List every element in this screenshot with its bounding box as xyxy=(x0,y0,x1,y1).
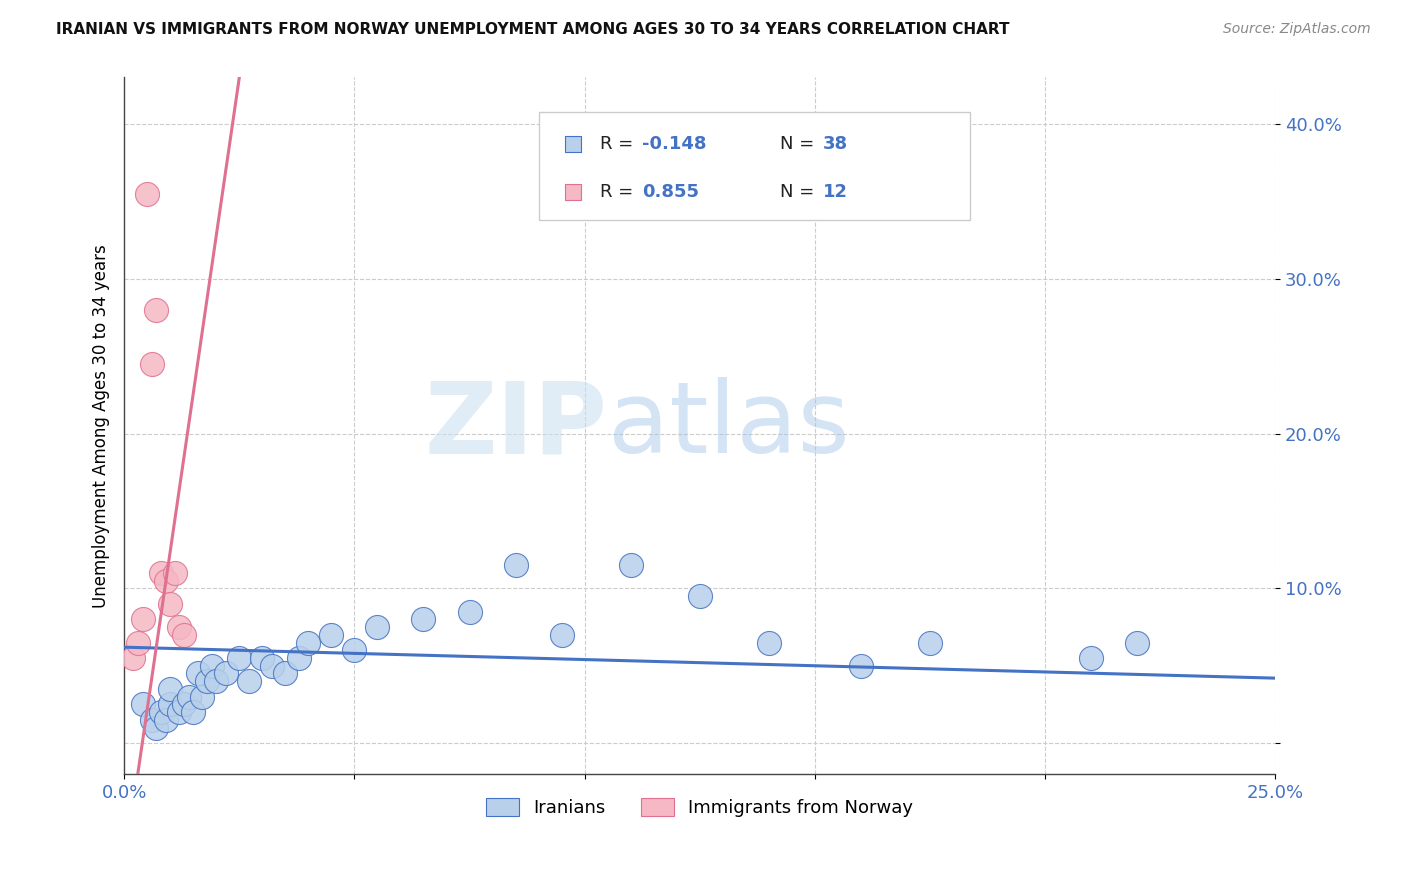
Text: R =: R = xyxy=(599,183,644,201)
Point xyxy=(228,651,250,665)
Point xyxy=(131,612,153,626)
Text: atlas: atlas xyxy=(607,377,849,475)
Point xyxy=(1080,651,1102,665)
Point xyxy=(849,658,872,673)
Point xyxy=(1126,635,1149,649)
Point xyxy=(122,651,145,665)
Point xyxy=(159,681,181,696)
Point xyxy=(195,674,218,689)
Point xyxy=(150,566,173,580)
Legend: Iranians, Immigrants from Norway: Iranians, Immigrants from Norway xyxy=(479,790,921,824)
Point xyxy=(141,357,163,371)
Point xyxy=(205,674,228,689)
FancyBboxPatch shape xyxy=(538,112,970,220)
Point xyxy=(191,690,214,704)
Point xyxy=(758,635,780,649)
Point xyxy=(343,643,366,657)
Point xyxy=(505,558,527,573)
Point xyxy=(145,302,167,317)
Point xyxy=(918,635,941,649)
Point xyxy=(177,690,200,704)
Point xyxy=(163,566,186,580)
Y-axis label: Unemployment Among Ages 30 to 34 years: Unemployment Among Ages 30 to 34 years xyxy=(93,244,110,607)
Text: 38: 38 xyxy=(823,135,848,153)
Point xyxy=(689,589,711,603)
Text: N =: N = xyxy=(780,135,820,153)
Point xyxy=(150,705,173,719)
Point xyxy=(159,698,181,712)
Text: Source: ZipAtlas.com: Source: ZipAtlas.com xyxy=(1223,22,1371,37)
Point xyxy=(187,666,209,681)
Point xyxy=(288,651,311,665)
Point xyxy=(181,705,204,719)
Point xyxy=(131,698,153,712)
Point xyxy=(201,658,224,673)
Text: -0.148: -0.148 xyxy=(643,135,707,153)
Point xyxy=(550,628,572,642)
Text: N =: N = xyxy=(780,183,820,201)
Point xyxy=(127,635,149,649)
Text: 0.855: 0.855 xyxy=(643,183,699,201)
Text: 12: 12 xyxy=(823,183,848,201)
Point xyxy=(173,628,195,642)
Text: ZIP: ZIP xyxy=(425,377,607,475)
Point xyxy=(214,666,236,681)
Point xyxy=(141,713,163,727)
Point xyxy=(169,620,191,634)
Point xyxy=(297,635,319,649)
Point xyxy=(145,721,167,735)
Text: R =: R = xyxy=(599,135,638,153)
Point xyxy=(252,651,274,665)
Point xyxy=(412,612,434,626)
Point xyxy=(366,620,388,634)
Text: IRANIAN VS IMMIGRANTS FROM NORWAY UNEMPLOYMENT AMONG AGES 30 TO 34 YEARS CORRELA: IRANIAN VS IMMIGRANTS FROM NORWAY UNEMPL… xyxy=(56,22,1010,37)
Point xyxy=(274,666,297,681)
Point xyxy=(321,628,343,642)
Point xyxy=(155,713,177,727)
Point xyxy=(136,186,159,201)
Point xyxy=(173,698,195,712)
Point xyxy=(159,597,181,611)
Point xyxy=(260,658,283,673)
Point xyxy=(620,558,643,573)
Point xyxy=(155,574,177,588)
Point xyxy=(458,605,481,619)
Point xyxy=(169,705,191,719)
Point xyxy=(238,674,260,689)
